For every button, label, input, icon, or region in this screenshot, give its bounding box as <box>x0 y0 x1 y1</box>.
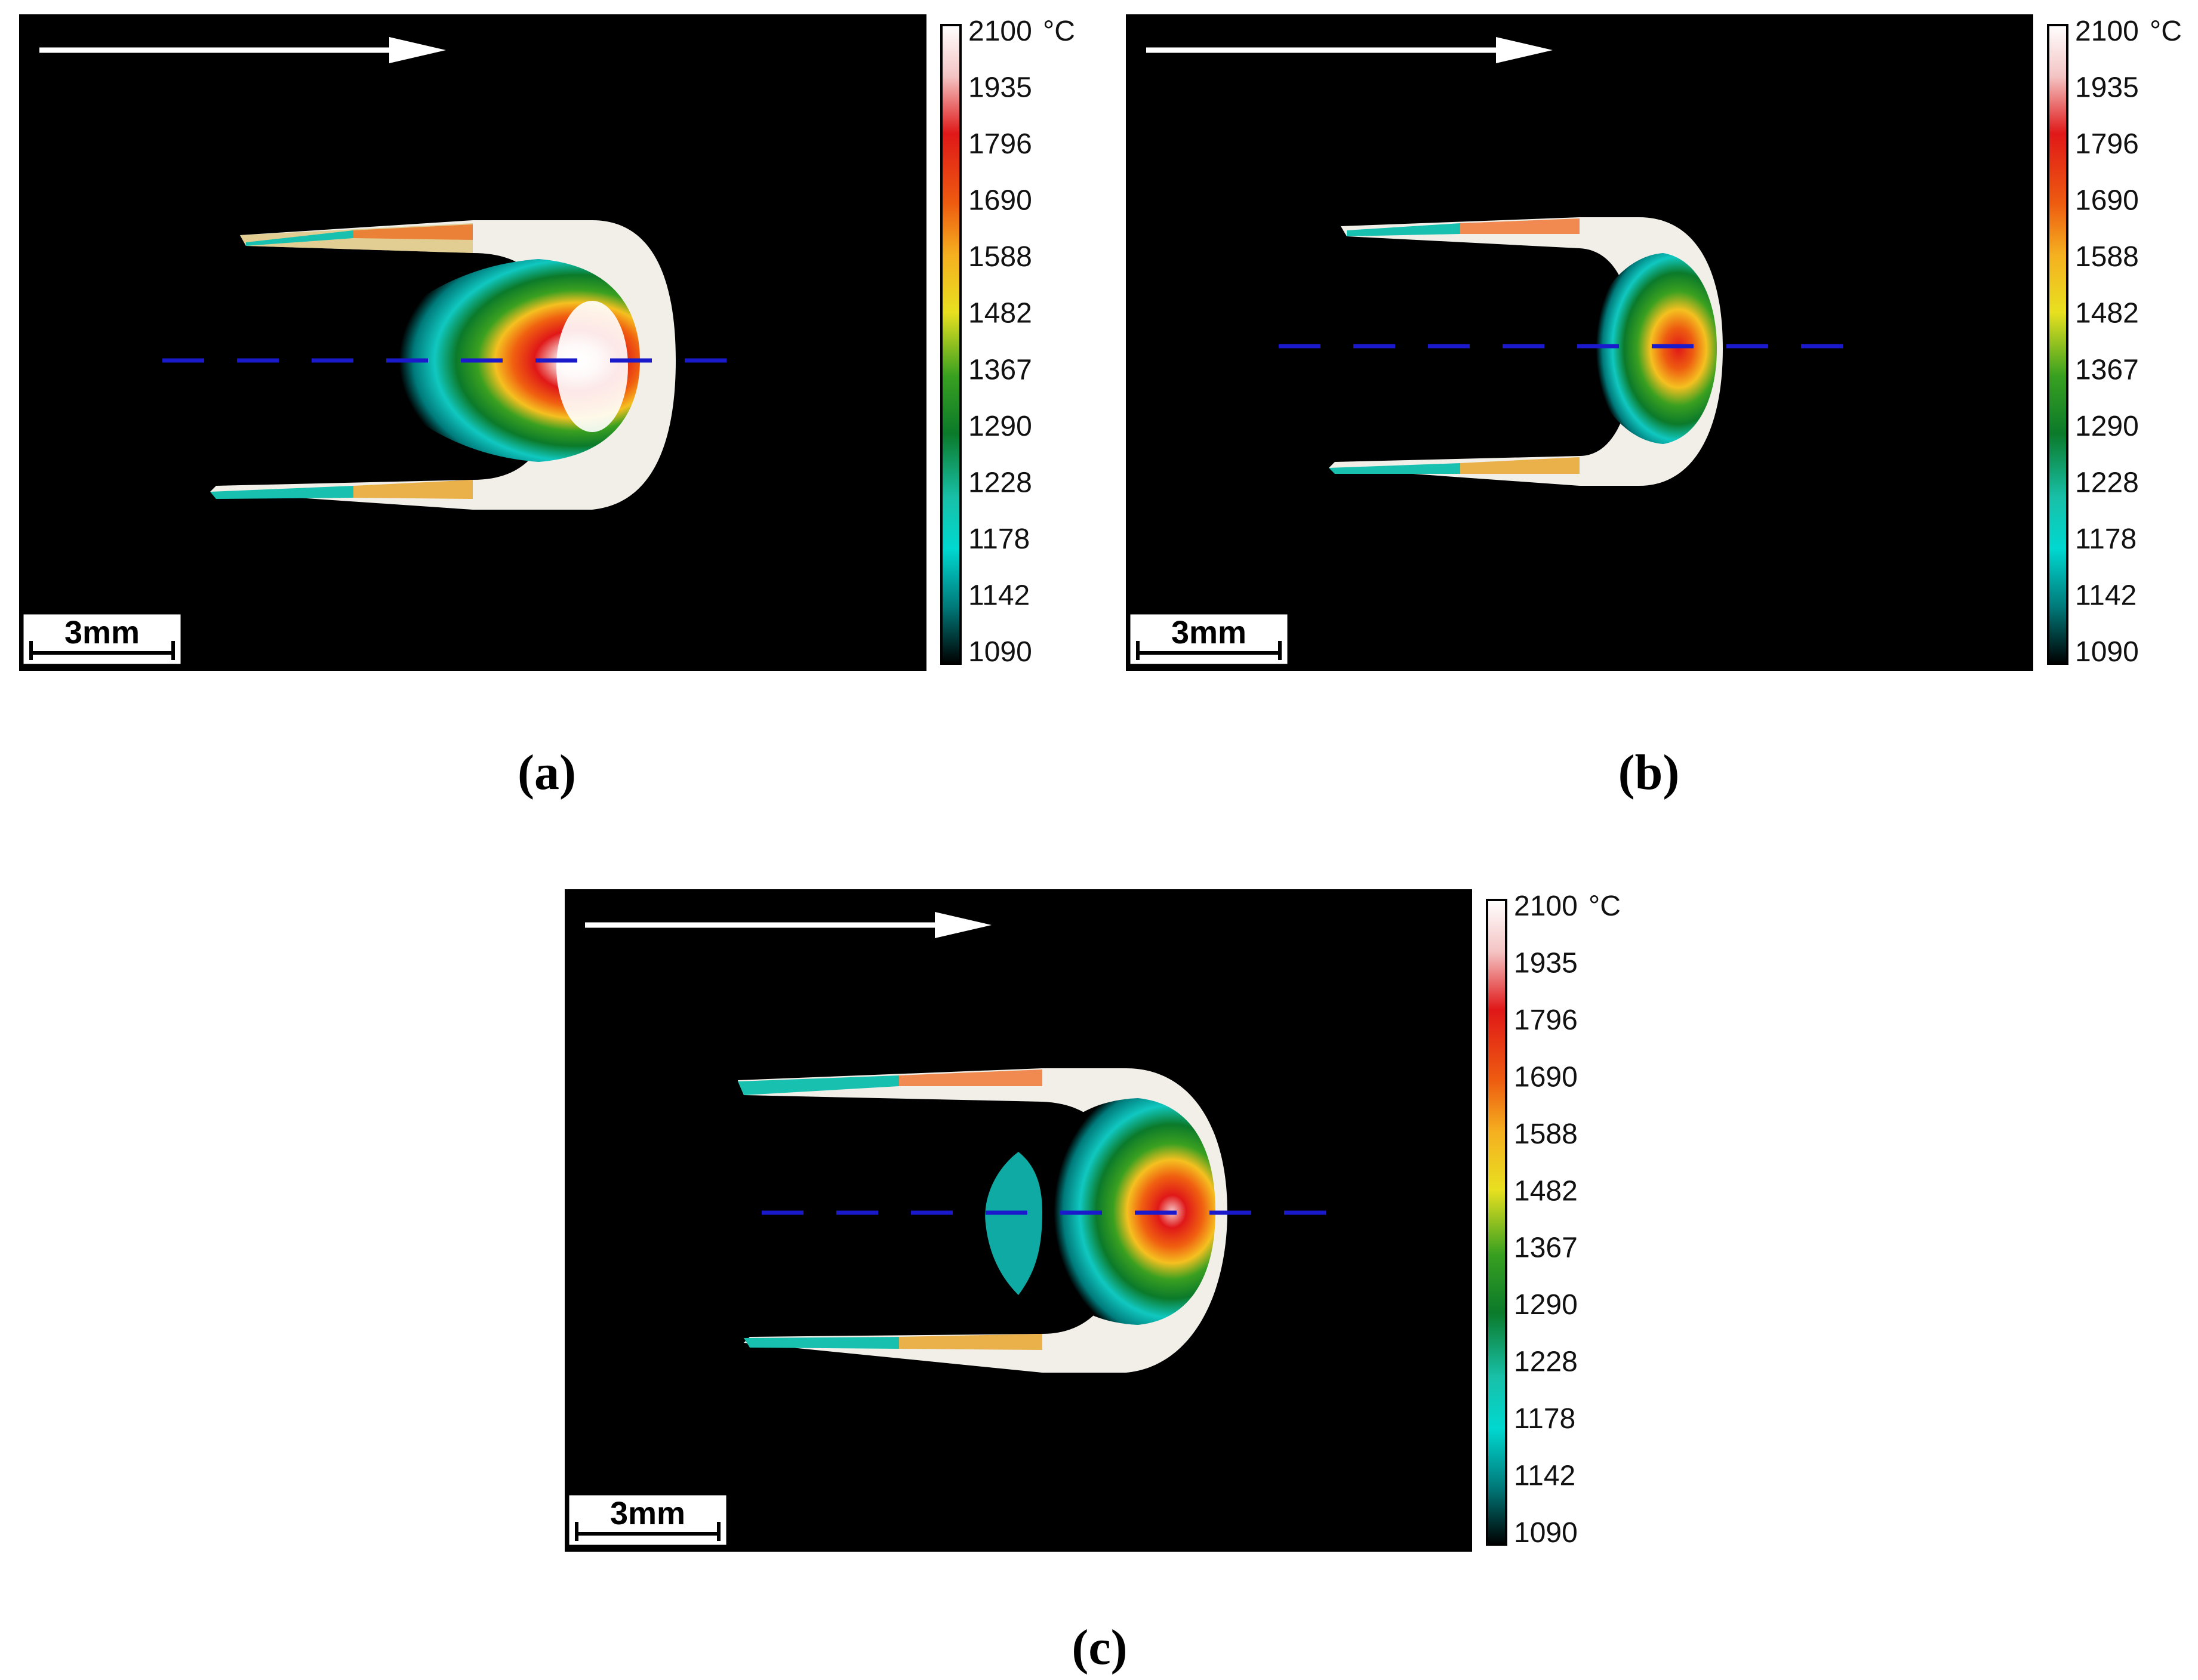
colorbar-tick-label: 1482 <box>2075 298 2139 329</box>
colorbar-b: °C 2100 1935 1796 1690 1588 1482 1367 1290 1228 1… <box>2033 14 2194 671</box>
colorbar-unit: °C <box>1589 890 1621 922</box>
scale-bar-label-a: 3mm <box>64 615 140 651</box>
thermal-panel-c: 3mm °C 2100 1935 1796 1690 1588 1482 1367 1290 1… <box>565 889 1633 1552</box>
melt-pool-b <box>1329 217 1723 486</box>
colorbar-tick-label: 1935 <box>2075 72 2139 104</box>
colorbar-tick-label: 1482 <box>1514 1175 1578 1207</box>
scale-bar-label-b: 3mm <box>1171 615 1246 651</box>
colorbar-tick-label: 1228 <box>968 467 1032 498</box>
image-background <box>1126 14 2033 671</box>
colorbar-tick-label: 2100 <box>968 16 1032 47</box>
colorbar-tick-label: 1290 <box>2075 411 2139 442</box>
colorbar-tick-label: 1090 <box>968 636 1032 668</box>
colorbar-tick-label: 1142 <box>968 579 1030 611</box>
colorbar-tick-label: 1482 <box>968 298 1032 329</box>
colorbar-tick-label: 2100 <box>1514 890 1578 922</box>
thermal-panel-b: 3mm °C 2100 1935 1796 1690 1588 1482 1367 1290 1… <box>1126 14 2194 671</box>
thermal-panel-a: 3mm °C 2100 1935 1796 1690 1588 1482 1367 1290 1… <box>19 14 1088 671</box>
colorbar-tick-label: 1796 <box>1514 1004 1578 1036</box>
colorbar-tick-label: 1142 <box>1514 1460 1575 1492</box>
direction-arrow-a <box>39 37 446 63</box>
colorbar-tick-label: 2100 <box>2075 16 2139 47</box>
scale-bar-label-c: 3mm <box>610 1496 685 1531</box>
caption-b: (b) <box>1618 745 1680 800</box>
colorbar-tick-label: 1367 <box>2075 354 2139 386</box>
scale-bar-c: 3mm <box>567 1493 728 1547</box>
colorbar-tick-label: 1935 <box>968 72 1032 104</box>
colorbar-tick-label: 1690 <box>2075 185 2139 217</box>
melt-pool-c <box>738 1068 1227 1373</box>
caption-c: (c) <box>1072 1620 1128 1675</box>
colorbar-tick-label: 1935 <box>1514 947 1578 979</box>
colorbar-unit: °C <box>2150 16 2182 47</box>
colorbar-tick-label: 1290 <box>968 411 1032 442</box>
scale-bar-a: 3mm <box>21 612 183 666</box>
colorbar-tick-label: 1690 <box>1514 1061 1578 1093</box>
colorbar-tick-label: 1178 <box>2075 523 2137 555</box>
colorbar-tick-label: 1090 <box>1514 1517 1578 1549</box>
colorbar-tick-label: 1588 <box>2075 241 2139 273</box>
colorbar-c: °C 2100 1935 1796 1690 1588 1482 1367 1290 1228 1… <box>1472 889 1633 1552</box>
thermal-image-a: 3mm °C 2100 1935 1796 1690 1588 1482 1367 1290 1… <box>19 14 1088 671</box>
scale-bar-b: 3mm <box>1128 612 1289 666</box>
colorbar-tick-label: 1588 <box>968 241 1032 273</box>
colorbar-tick-label: 1142 <box>2075 579 2137 611</box>
colorbar-unit: °C <box>1043 16 1075 47</box>
colorbar-tick-label: 1588 <box>1514 1118 1578 1150</box>
colorbar-tick-label: 1228 <box>2075 467 2139 498</box>
colorbar-tick-label: 1796 <box>2075 128 2139 160</box>
direction-arrow-b <box>1146 37 1553 63</box>
colorbar-a: °C 2100 1935 1796 1690 1588 1482 1367 1290 1228 1… <box>926 14 1088 671</box>
colorbar-tick-label: 1178 <box>968 523 1030 555</box>
colorbar-tick-label: 1796 <box>968 128 1032 160</box>
colorbar-tick-label: 1228 <box>1514 1346 1578 1378</box>
colorbar-tick-label: 1290 <box>1514 1289 1578 1321</box>
direction-arrow-c <box>585 912 992 938</box>
thermal-image-b: 3mm °C 2100 1935 1796 1690 1588 1482 1367 1290 1… <box>1126 14 2194 671</box>
colorbar-tick-label: 1690 <box>968 185 1032 217</box>
colorbar-tick-label: 1367 <box>1514 1232 1578 1264</box>
caption-a: (a) <box>518 745 576 800</box>
thermal-image-c: 3mm °C 2100 1935 1796 1690 1588 1482 1367 1290 1… <box>565 889 1633 1552</box>
colorbar-tick-label: 1367 <box>968 354 1032 386</box>
colorbar-tick-label: 1090 <box>2075 636 2139 668</box>
colorbar-tick-label: 1178 <box>1514 1403 1575 1435</box>
